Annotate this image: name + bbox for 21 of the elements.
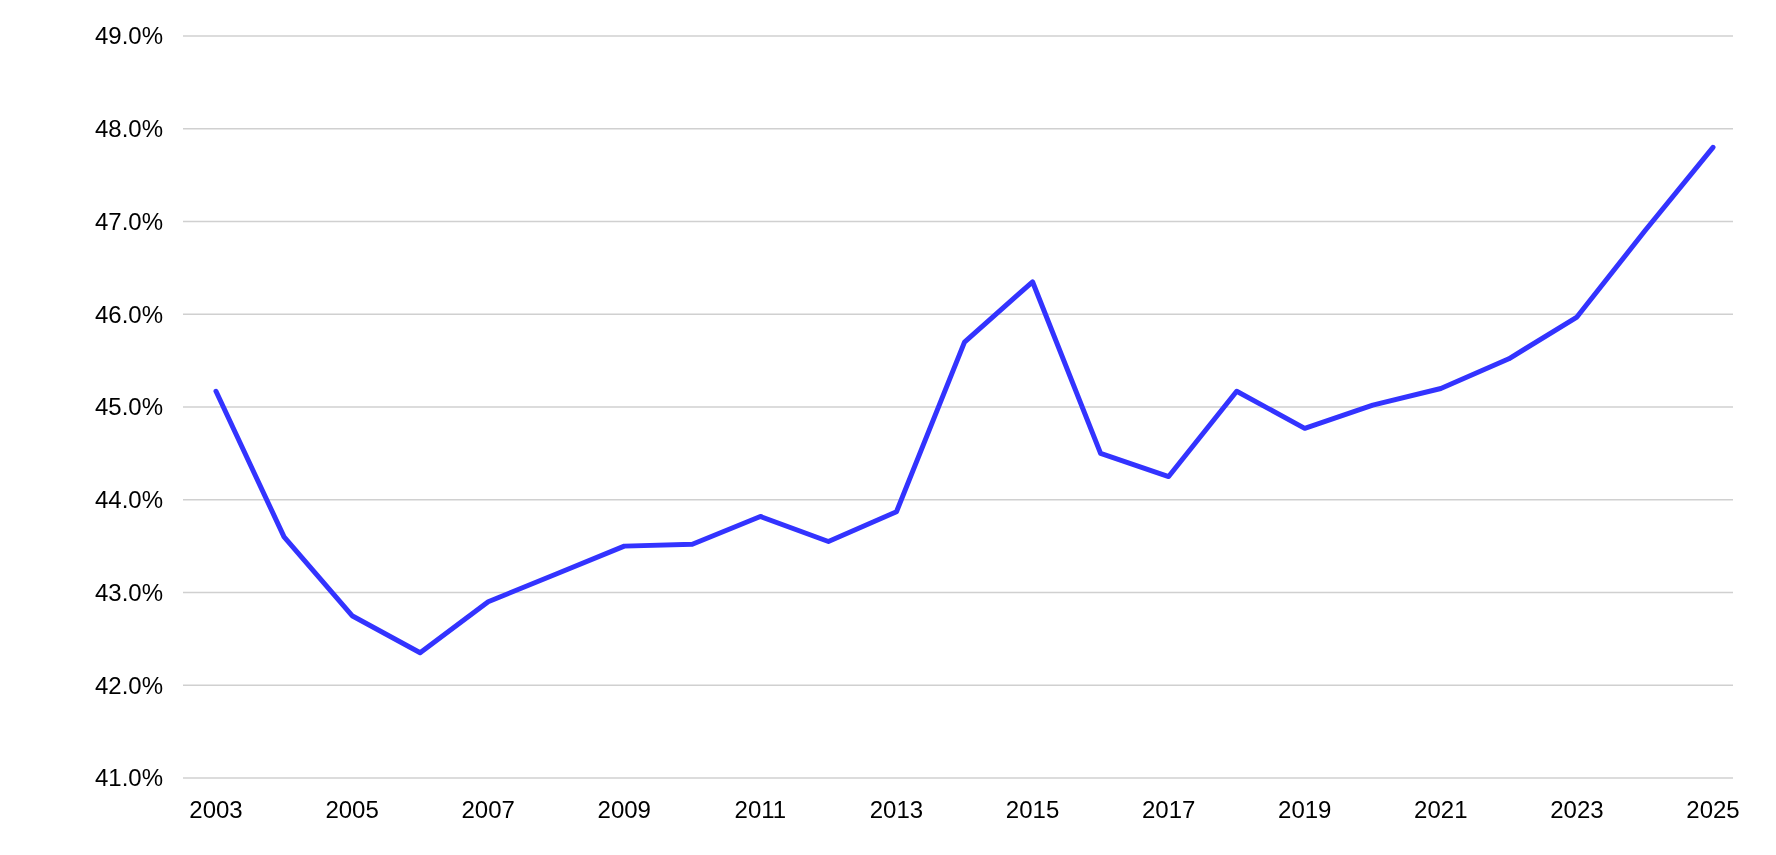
y-tick-label: 45.0% <box>94 393 163 421</box>
x-tick-label: 2023 <box>1550 796 1604 823</box>
x-tick-label: 2025 <box>1686 796 1740 823</box>
x-tick-label: 2013 <box>869 796 924 823</box>
x-tick-label: 2015 <box>1005 796 1060 823</box>
y-tick-label: 44.0% <box>94 486 163 514</box>
y-tick-label: 48.0% <box>94 115 163 143</box>
y-tick-label: 43.0% <box>94 578 163 606</box>
x-tick-label: 2003 <box>189 796 243 823</box>
x-tick-label: 2017 <box>1141 796 1196 823</box>
y-tick-label: 49.0% <box>94 22 163 50</box>
y-tick-label: 42.0% <box>94 671 163 699</box>
x-tick-label: 2009 <box>597 796 651 823</box>
y-tick-label: 41.0% <box>94 764 163 792</box>
y-tick-label: 46.0% <box>94 300 163 328</box>
y-tick-label: 47.0% <box>94 207 163 235</box>
x-tick-label: 2021 <box>1414 796 1468 823</box>
x-tick-label: 2005 <box>325 796 379 823</box>
x-tick-label: 2019 <box>1278 796 1332 823</box>
x-tick-label: 2011 <box>734 796 787 823</box>
x-tick-label: 2007 <box>461 796 515 823</box>
